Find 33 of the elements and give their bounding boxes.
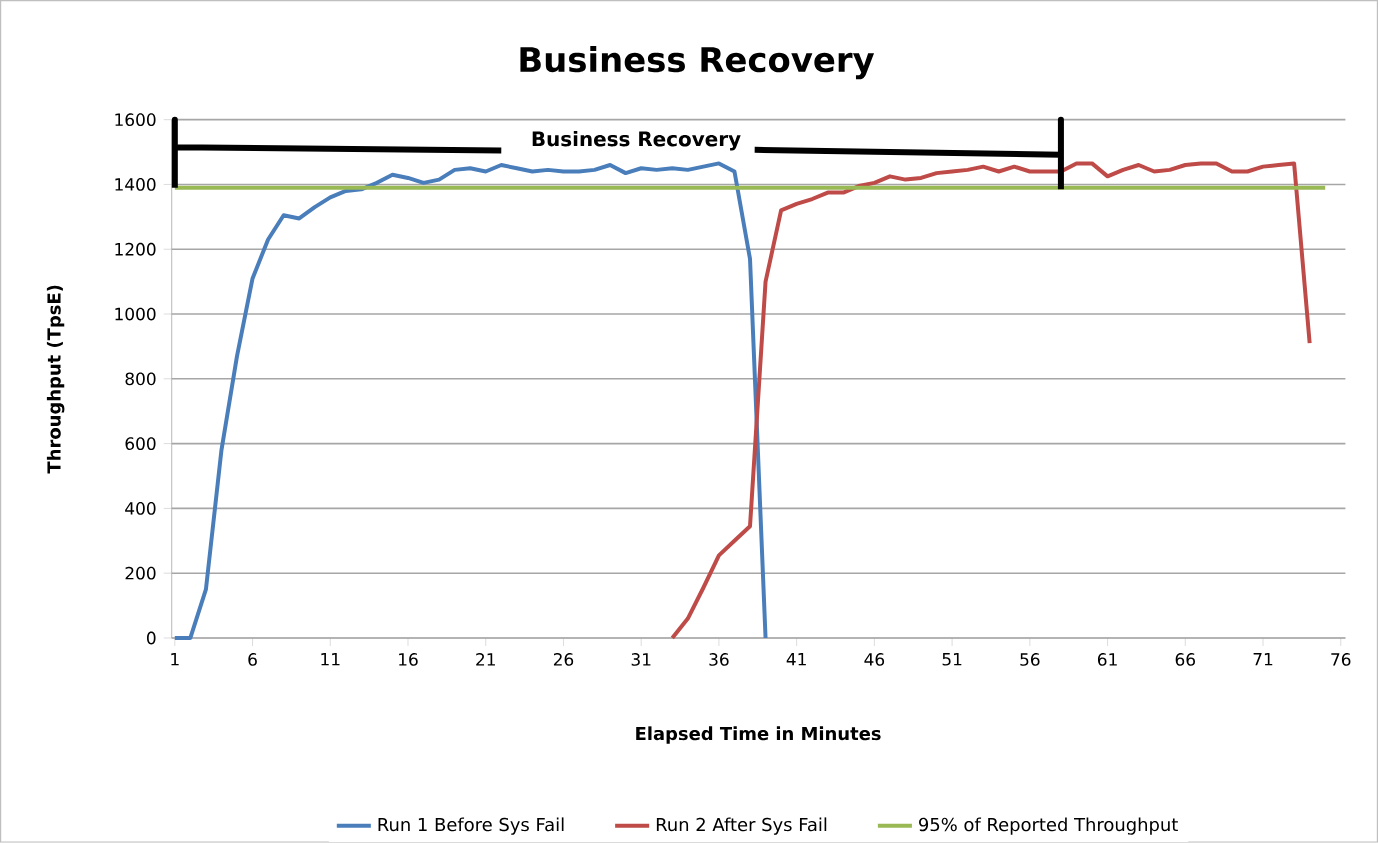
x-tick-label: 61 — [1097, 653, 1117, 666]
y-axis-title: Throughput (TpsE) — [46, 285, 65, 474]
x-tick-label: 11 — [321, 653, 340, 666]
y-tick-label: 1400 — [115, 178, 156, 192]
x-tick-label: 41 — [786, 653, 806, 666]
x-tick-label: 36 — [709, 653, 729, 666]
x-axis-title: Elapsed Time in Minutes — [636, 726, 881, 744]
legend-label: Run 2 After Sys Fail — [656, 817, 827, 835]
y-tick-label: 800 — [125, 372, 156, 386]
x-tick-label: 16 — [399, 653, 418, 666]
legend-label: Run 1 Before Sys Fail — [378, 817, 564, 835]
y-tick-label: 1600 — [115, 113, 156, 127]
y-tick-label: 400 — [125, 502, 156, 515]
x-tick-label: 26 — [553, 653, 574, 666]
x-tick-label: 71 — [1253, 653, 1273, 666]
x-tick-label: 46 — [864, 653, 885, 666]
text: Business Recovery — [532, 131, 741, 151]
x-tick-label: 51 — [942, 653, 962, 666]
x-tick-label: 31 — [631, 653, 651, 666]
y-tick-label: 1200 — [115, 243, 156, 256]
x-tick-label: 66 — [1175, 653, 1196, 666]
x-tick-label: 56 — [1020, 653, 1040, 666]
y-tick-label: 600 — [125, 437, 156, 451]
x-tick-label: 6 — [248, 653, 257, 666]
y-tick-label: 0 — [147, 631, 156, 645]
legend-label: 95% of Reported Throughput — [919, 817, 1178, 835]
chart-title: Business Recovery — [520, 46, 875, 80]
x-tick-label: 21 — [476, 653, 495, 666]
x-tick-label: 1 — [171, 653, 179, 666]
y-tick-label: 200 — [125, 566, 156, 580]
line-series — [172, 161, 768, 641]
x-tick-label: 76 — [1331, 653, 1351, 666]
y-tick-label: 1000 — [115, 307, 156, 321]
